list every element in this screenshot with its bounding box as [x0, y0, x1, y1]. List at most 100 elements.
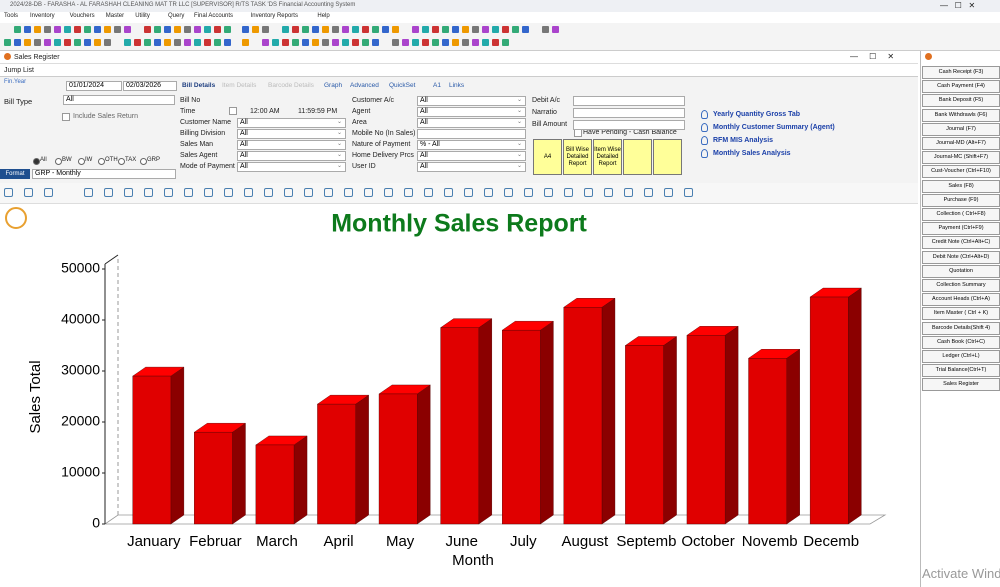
- tool-icon[interactable]: [492, 26, 499, 33]
- radio[interactable]: [140, 158, 147, 165]
- tool-icon[interactable]: [464, 188, 473, 197]
- tool-icon[interactable]: [382, 26, 389, 33]
- field-input[interactable]: All: [237, 129, 346, 139]
- dropdown-arrow[interactable]: ⌄: [517, 97, 523, 103]
- time-to[interactable]: 11:59:59 PM: [298, 108, 338, 115]
- tool-icon[interactable]: [412, 39, 419, 46]
- dropdown-arrow[interactable]: ⌄: [337, 152, 343, 158]
- tool-icon[interactable]: [404, 188, 413, 197]
- tool-icon[interactable]: [442, 39, 449, 46]
- side-button[interactable]: Account Heads (Ctrl+A): [922, 293, 1000, 307]
- tool-icon[interactable]: [214, 26, 221, 33]
- tool-icon[interactable]: [84, 39, 91, 46]
- report-button[interactable]: Bill Wise Detailed Report: [563, 139, 592, 175]
- report-link[interactable]: Monthly Customer Summary (Agent): [713, 124, 835, 131]
- field-input[interactable]: All: [417, 107, 526, 117]
- side-button[interactable]: Debit Note (Ctrl+Alt+D): [922, 250, 1000, 264]
- tool-icon[interactable]: [282, 26, 289, 33]
- tool-icon[interactable]: [372, 39, 379, 46]
- tool-icon[interactable]: [104, 39, 111, 46]
- tab[interactable]: Barcode Details: [268, 82, 314, 89]
- tool-icon[interactable]: [522, 26, 529, 33]
- tool-icon[interactable]: [462, 26, 469, 33]
- tool-icon[interactable]: [244, 188, 253, 197]
- field-input[interactable]: [573, 108, 685, 118]
- tool-icon[interactable]: [312, 26, 319, 33]
- tool-icon[interactable]: [504, 188, 513, 197]
- tool-icon[interactable]: [34, 26, 41, 33]
- tool-icon[interactable]: [262, 39, 269, 46]
- tab[interactable]: Links: [449, 82, 465, 89]
- tool-icon[interactable]: [482, 26, 489, 33]
- tool-icon[interactable]: [4, 188, 13, 197]
- tool-icon[interactable]: [94, 39, 101, 46]
- radio[interactable]: [118, 158, 125, 165]
- tool-icon[interactable]: [644, 188, 653, 197]
- tool-icon[interactable]: [164, 39, 171, 46]
- tool-icon[interactable]: [194, 39, 201, 46]
- tool-icon[interactable]: [492, 39, 499, 46]
- tool-icon[interactable]: [184, 26, 191, 33]
- tool-icon[interactable]: [84, 188, 93, 197]
- tool-icon[interactable]: [64, 26, 71, 33]
- tool-icon[interactable]: [332, 39, 339, 46]
- checkbox[interactable]: [574, 129, 582, 137]
- tool-icon[interactable]: [74, 39, 81, 46]
- report-button[interactable]: Item Wise Detailed Report: [593, 139, 622, 175]
- tab[interactable]: QuickSet: [389, 82, 416, 89]
- date-from[interactable]: 01/01/2024: [66, 81, 122, 91]
- report-link[interactable]: Monthly Sales Analysis: [713, 150, 791, 157]
- menu-item[interactable]: Final Accounts: [194, 13, 234, 19]
- tool-icon[interactable]: [424, 188, 433, 197]
- tool-icon[interactable]: [384, 188, 393, 197]
- tool-icon[interactable]: [174, 26, 181, 33]
- side-button[interactable]: Quotation: [922, 264, 1000, 278]
- side-button[interactable]: Purchase (F9): [922, 193, 1000, 207]
- tool-icon[interactable]: [44, 188, 53, 197]
- tool-icon[interactable]: [482, 39, 489, 46]
- date-to[interactable]: 02/03/2026: [123, 81, 177, 91]
- tool-icon[interactable]: [154, 39, 161, 46]
- tool-icon[interactable]: [432, 39, 439, 46]
- tab[interactable]: Advanced: [350, 82, 379, 89]
- menu-item[interactable]: Inventory Reports: [250, 13, 298, 19]
- menu-item[interactable]: Tools: [4, 13, 19, 19]
- bill-type[interactable]: All: [63, 95, 175, 105]
- window-controls[interactable]: — ☐ ✕: [850, 52, 895, 61]
- menu-item[interactable]: Inventory: [30, 13, 55, 19]
- tool-icon[interactable]: [144, 26, 151, 33]
- report-button[interactable]: A4: [533, 139, 562, 175]
- tool-icon[interactable]: [402, 39, 409, 46]
- tool-icon[interactable]: [524, 188, 533, 197]
- side-button[interactable]: Cust-Voucher (Ctrl+F10): [922, 165, 1000, 179]
- tool-icon[interactable]: [584, 188, 593, 197]
- tool-icon[interactable]: [54, 26, 61, 33]
- tool-icon[interactable]: [184, 188, 193, 197]
- tool-icon[interactable]: [262, 26, 269, 33]
- tool-icon[interactable]: [604, 188, 613, 197]
- dropdown-arrow[interactable]: ⌄: [517, 108, 523, 114]
- tool-icon[interactable]: [664, 188, 673, 197]
- dropdown-arrow[interactable]: ⌄: [517, 141, 523, 147]
- tool-icon[interactable]: [324, 188, 333, 197]
- field-input[interactable]: All: [417, 96, 526, 106]
- side-button[interactable]: Journal-MD (Alt+F7): [922, 137, 1000, 150]
- tool-icon[interactable]: [372, 26, 379, 33]
- tool-icon[interactable]: [432, 26, 439, 33]
- checkbox[interactable]: [62, 113, 70, 121]
- side-button[interactable]: Cash Book (Ctrl+C): [922, 335, 1000, 349]
- tool-icon[interactable]: [164, 188, 173, 197]
- dropdown-arrow[interactable]: ⌄: [337, 119, 343, 125]
- tool-icon[interactable]: [134, 39, 141, 46]
- tool-icon[interactable]: [472, 26, 479, 33]
- tool-icon[interactable]: [392, 26, 399, 33]
- tool-icon[interactable]: [452, 39, 459, 46]
- dropdown-arrow[interactable]: ⌄: [337, 163, 343, 169]
- tool-icon[interactable]: [362, 39, 369, 46]
- tool-icon[interactable]: [124, 39, 131, 46]
- radio[interactable]: [55, 158, 62, 165]
- tool-icon[interactable]: [322, 26, 329, 33]
- tool-icon[interactable]: [284, 188, 293, 197]
- side-button[interactable]: Cash Payment (F4): [922, 80, 1000, 94]
- side-button[interactable]: Collection Summary: [922, 279, 1000, 292]
